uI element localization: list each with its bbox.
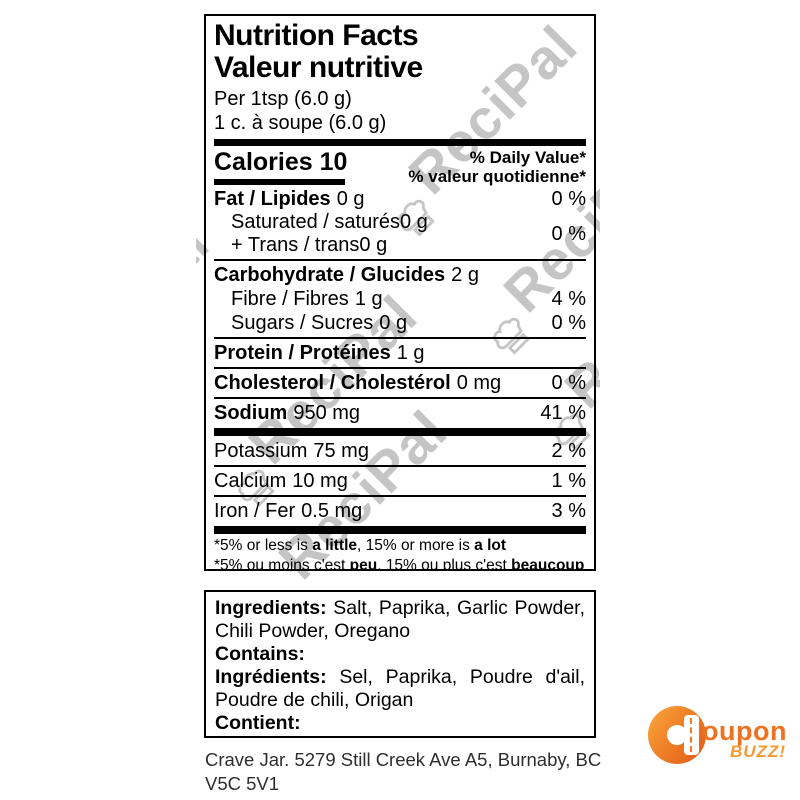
serving-size-fr: 1 c. à soupe (6.0 g) xyxy=(214,112,387,134)
row-calcium: Calcium 10 mg 1 % xyxy=(214,470,586,492)
fibre-dv: 4 % xyxy=(551,288,586,310)
divider xyxy=(214,397,586,399)
daily-value-header-fr: % valeur quotidienne* xyxy=(408,167,586,186)
ingredients-fr: Ingrédients: Sel, Paprika, Poudre d'ail,… xyxy=(215,666,586,711)
divider xyxy=(214,337,586,339)
contains-line: Contains: xyxy=(215,643,305,665)
row-fat: Fat / Lipides 0 g 0 % xyxy=(214,188,586,210)
row-iron: Iron / Fer 0.5 mg 3 % xyxy=(214,500,586,522)
calories-row: Calories 10 % Daily Value* % valeur quot… xyxy=(214,148,586,186)
sugars-dv: 0 % xyxy=(551,312,586,334)
nutrition-facts-label: Nutrition Facts Valeur nutritive Per 1ts… xyxy=(204,14,596,571)
row-fibre: Fibre / Fibres 1 g 4 % xyxy=(231,288,586,310)
ingredients-box: Ingredients: Salt, Paprika, Garlic Powde… xyxy=(204,590,596,738)
logo-text-buzz: BUZZ! xyxy=(730,742,786,761)
potassium-dv: 2 % xyxy=(551,440,586,462)
ingredients-en: Ingredients: Salt, Paprika, Garlic Powde… xyxy=(215,597,586,642)
contient-line: Contient: xyxy=(215,712,301,734)
coupon-buzz-logo: oupon BUZZ! xyxy=(646,700,796,770)
row-sodium: Sodium 950 mg 41 % xyxy=(214,402,586,424)
divider-thick xyxy=(214,526,586,534)
serving-size-en: Per 1tsp (6.0 g) xyxy=(214,88,352,110)
cholesterol-dv: 0 % xyxy=(551,372,586,394)
footnote-fr: *5% ou moins c'est peu, 15% ou plus c'es… xyxy=(214,557,585,571)
logo-text-oupon: oupon xyxy=(702,716,787,746)
row-protein: Protein / Protéines 1 g xyxy=(214,342,425,364)
divider xyxy=(214,495,586,497)
calories-underline xyxy=(214,179,345,185)
sodium-dv: 41 % xyxy=(540,402,586,424)
divider xyxy=(214,465,586,467)
calories-label: Calories 10 xyxy=(214,148,348,176)
fat-dv: 0 % xyxy=(551,188,586,210)
divider xyxy=(214,367,586,369)
title-fr: Valeur nutritive xyxy=(214,51,423,84)
daily-value-header-en: % Daily Value* xyxy=(469,148,586,167)
row-sugars: Sugars / Sucres 0 g 0 % xyxy=(231,312,586,334)
title-en: Nutrition Facts xyxy=(214,19,419,52)
iron-dv: 3 % xyxy=(551,500,586,522)
row-carbohydrate: Carbohydrate / Glucides 2 g xyxy=(214,264,479,286)
manufacturer-address: Crave Jar. 5279 Still Creek Ave A5, Burn… xyxy=(205,749,602,794)
row-cholesterol: Cholesterol / Cholestérol 0 mg 0 % xyxy=(214,372,586,394)
row-potassium: Potassium 75 mg 2 % xyxy=(214,440,586,462)
coupon-c-icon xyxy=(648,706,706,764)
sat-trans-dv: 0 % xyxy=(551,222,586,245)
footnote-en: *5% or less is a little, 15% or more is … xyxy=(214,537,507,554)
calories-value: 10 xyxy=(319,148,348,176)
daily-value-header: % Daily Value* % valeur quotidienne* xyxy=(408,148,586,186)
row-saturated-trans: Saturated / saturés0 g + Trans / trans0 … xyxy=(231,211,586,256)
divider-thick xyxy=(214,428,586,436)
divider-thick xyxy=(214,139,586,146)
ticket-icon xyxy=(684,715,699,755)
chef-hat-icon xyxy=(261,579,312,580)
calcium-dv: 1 % xyxy=(551,470,586,492)
divider xyxy=(214,259,586,261)
